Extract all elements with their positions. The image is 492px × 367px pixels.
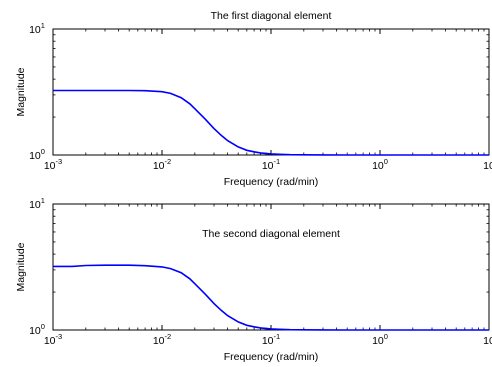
y-tick-label-exponent: 1 [41,196,45,205]
x-tick-label-exponent: -3 [56,332,63,341]
x-tick-label-exponent: -1 [274,332,281,341]
x-tick-label-base: 10 [262,160,274,172]
x-tick-label-exponent: -1 [274,157,281,166]
x-tick-label-base: 10 [483,160,492,172]
x-tick-label-exponent: -2 [165,332,172,341]
y-tick-label-base: 10 [29,199,41,211]
y-tick-label: 101 [29,196,45,211]
x-tick-label: 10-1 [262,157,280,172]
x-tick-label-base: 10 [44,160,56,172]
y-tick-label-exponent: 1 [41,21,45,30]
x-tick-label-exponent: 0 [384,332,388,341]
y-tick-label-base: 10 [29,150,41,162]
chart-title: The second diagonal element [202,228,340,240]
y-tick-label-exponent: 0 [41,322,45,331]
y-tick-label: 100 [29,322,45,337]
x-tick-label: 10-2 [153,332,171,347]
x-tick-label-exponent: -3 [56,157,63,166]
y-tick-label: 100 [29,147,45,162]
x-tick-label-base: 10 [262,335,274,347]
plot-frame [52,203,490,331]
x-tick-label: 100 [372,332,388,347]
x-tick-label: 10-3 [44,332,62,347]
y-axis-label: Magnitude [15,242,27,291]
x-tick-label: 10-2 [153,157,171,172]
chart-title: The first diagonal element [211,10,332,22]
x-axis-label: Frequency (rad/min) [224,176,319,188]
plot-frame [52,28,490,156]
series-line [53,89,489,156]
x-tick-label: 10-3 [44,157,62,172]
x-tick-label-base: 10 [153,160,165,172]
x-tick-label-base: 10 [153,335,165,347]
y-tick-label-base: 10 [29,325,41,337]
x-tick-label-base: 10 [44,335,56,347]
x-tick-label-exponent: -2 [165,157,172,166]
y-tick-label-exponent: 0 [41,147,45,156]
x-tick-label-base: 10 [372,335,384,347]
series-line [53,264,489,331]
x-axis-label: Frequency (rad/min) [224,351,319,363]
x-tick-label: 10 [483,160,492,172]
y-tick-label-base: 10 [29,24,41,36]
y-axis-label: Magnitude [15,67,27,116]
x-tick-label: 10 [483,335,492,347]
y-tick-label: 101 [29,21,45,36]
x-tick-label-base: 10 [372,160,384,172]
x-tick-label-base: 10 [483,335,492,347]
x-tick-label-exponent: 0 [384,157,388,166]
x-tick-label: 10-1 [262,332,280,347]
x-tick-label: 100 [372,157,388,172]
